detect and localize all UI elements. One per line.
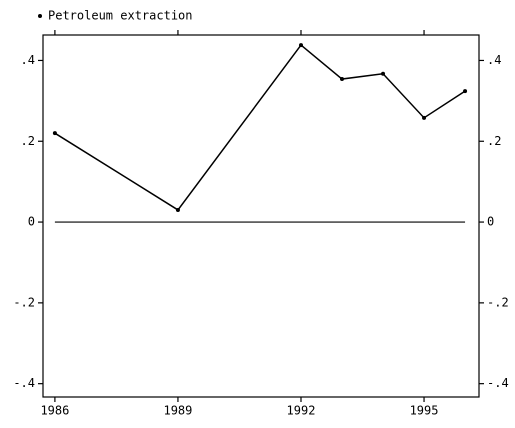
legend-marker: [38, 14, 42, 18]
y2-tick-label: .2: [487, 134, 501, 148]
y-tick-label: .4: [21, 53, 35, 67]
plot-frame: [42, 34, 480, 398]
point: [340, 77, 345, 82]
point: [175, 207, 180, 212]
y-tick-label: .2: [21, 134, 35, 148]
y-tick-label: -.4: [13, 376, 35, 390]
x-tick-label: 1986: [40, 404, 69, 418]
x-tick-label: 1995: [410, 404, 439, 418]
y2-tick-label: -.2: [487, 295, 509, 309]
point: [298, 43, 303, 48]
x-tick-label: 1992: [287, 404, 316, 418]
legend-label: Petroleum extraction: [48, 9, 193, 23]
point: [422, 115, 427, 120]
y-tick-label: -.2: [13, 295, 35, 309]
y-tick-label: 0: [28, 215, 35, 229]
y2-tick-label: 0: [487, 215, 494, 229]
y2-tick-label: -.4: [487, 376, 509, 390]
x-tick-label: 1989: [163, 404, 192, 418]
series-line: [54, 44, 466, 211]
point: [52, 131, 57, 136]
y2-tick-label: .4: [487, 53, 501, 67]
point: [381, 71, 386, 76]
point: [463, 89, 468, 94]
